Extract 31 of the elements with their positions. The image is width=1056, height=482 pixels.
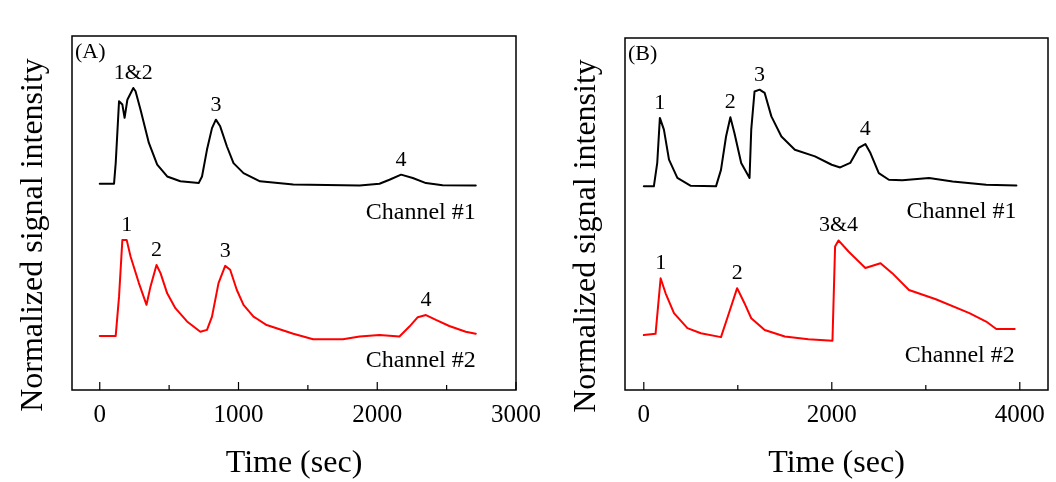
x-tick-label: 1000 xyxy=(213,400,264,427)
annotation: 2 xyxy=(731,259,743,285)
annotation: 3&4 xyxy=(818,211,859,237)
series-label: Channel #2 xyxy=(365,345,476,372)
annotation: 1 xyxy=(654,88,666,114)
series-label: Channel #1 xyxy=(365,197,476,224)
x-tick-label: 3000 xyxy=(491,400,541,427)
annotation: 1&2 xyxy=(113,58,153,84)
x-tick-label: 0 xyxy=(93,400,106,427)
annotation: 4 xyxy=(420,286,432,312)
annotation: 4 xyxy=(859,115,871,141)
annotation: 4 xyxy=(395,145,407,171)
annotation: 3 xyxy=(754,60,766,86)
annotation: 3 xyxy=(219,236,231,262)
chart-title: (B) xyxy=(628,40,658,65)
y-axis-title: Normalized signal intensity xyxy=(566,59,602,413)
chart-title: (A) xyxy=(75,38,106,63)
x-tick-label: 2000 xyxy=(806,400,857,427)
x-tick-label: 4000 xyxy=(994,400,1045,427)
y-axis-title: Normalized signal intensity xyxy=(13,58,49,412)
series-label: Channel #1 xyxy=(906,197,1017,224)
annotation: 1 xyxy=(121,210,133,236)
annotation: 2 xyxy=(724,88,736,114)
x-tick-label: 2000 xyxy=(352,400,403,427)
annotation: 2 xyxy=(151,235,162,261)
annotation: 3 xyxy=(210,90,222,116)
x-axis-title: Time (sec) xyxy=(225,443,363,479)
x-axis-title: Time (sec) xyxy=(768,443,905,479)
x-tick-label: 0 xyxy=(637,400,651,427)
series-label: Channel #2 xyxy=(904,341,1015,368)
annotation: 1 xyxy=(655,249,667,275)
